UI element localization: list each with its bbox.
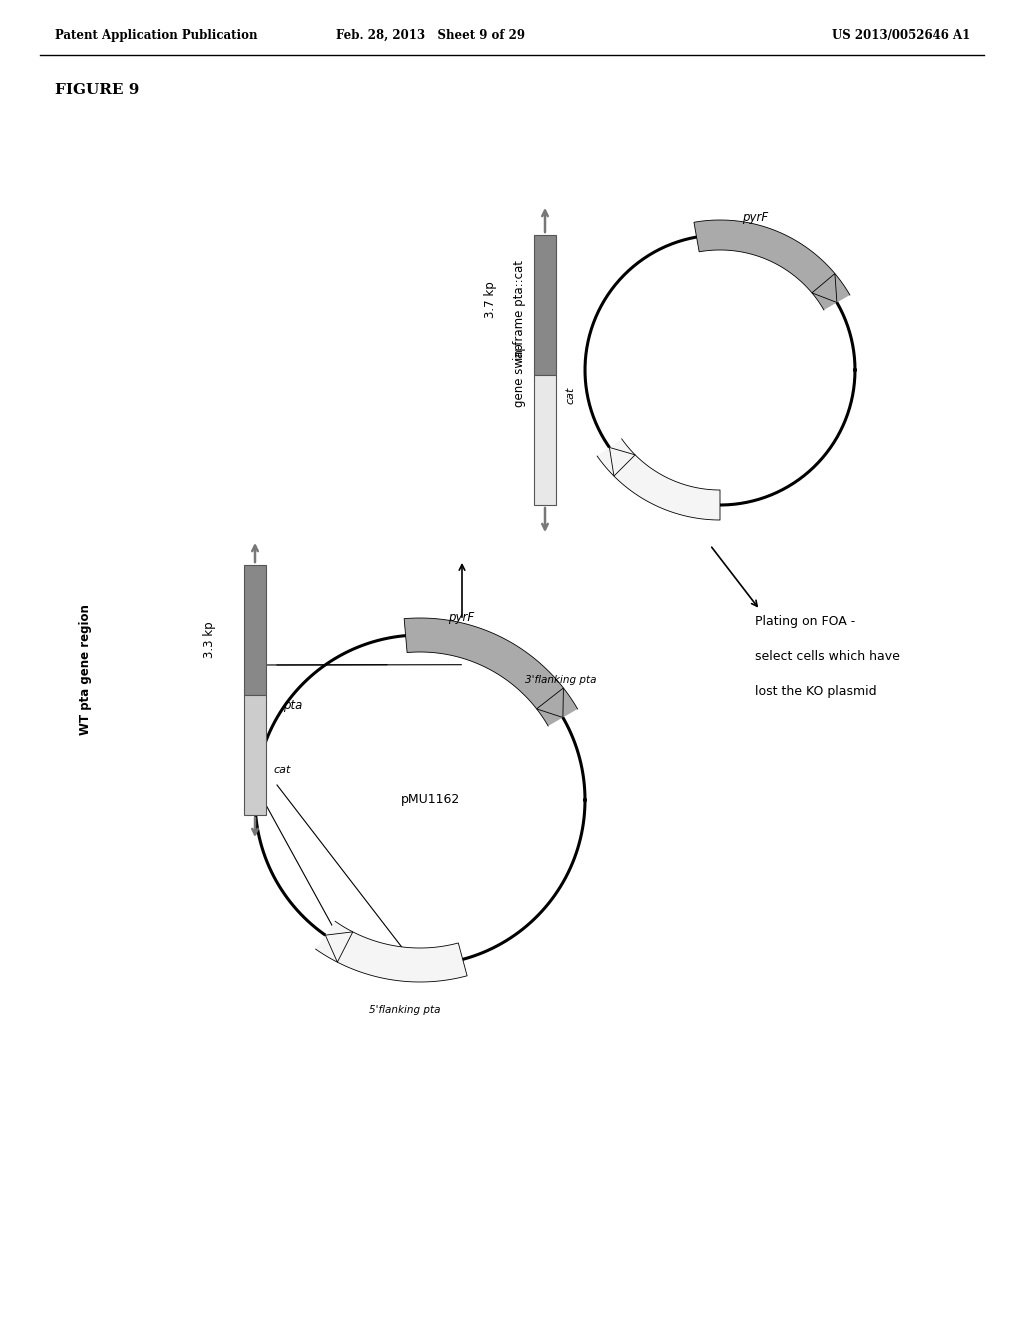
Text: 3.3 kp: 3.3 kp bbox=[204, 622, 216, 659]
Text: Patent Application Publication: Patent Application Publication bbox=[55, 29, 257, 41]
Polygon shape bbox=[609, 447, 635, 477]
Bar bbox=[244, 565, 266, 696]
Text: 3.7 kp: 3.7 kp bbox=[483, 281, 497, 318]
Bar bbox=[534, 235, 556, 375]
Polygon shape bbox=[597, 438, 720, 520]
Text: pyrF: pyrF bbox=[449, 611, 474, 624]
Text: FIGURE 9: FIGURE 9 bbox=[55, 83, 139, 96]
Polygon shape bbox=[812, 273, 837, 302]
Text: 5'flanking pta: 5'flanking pta bbox=[370, 1005, 440, 1015]
Text: 3'flanking pta: 3'flanking pta bbox=[525, 675, 597, 685]
Text: WT pta gene region: WT pta gene region bbox=[79, 605, 91, 735]
Text: pyrF: pyrF bbox=[742, 211, 768, 224]
Bar bbox=[534, 375, 556, 506]
Text: lost the KO plasmid: lost the KO plasmid bbox=[755, 685, 877, 698]
Polygon shape bbox=[694, 220, 850, 310]
Text: pMU1162: pMU1162 bbox=[400, 793, 460, 807]
Bar bbox=[244, 696, 266, 814]
Text: cat: cat bbox=[273, 766, 291, 775]
Polygon shape bbox=[326, 932, 353, 962]
Text: select cells which have: select cells which have bbox=[755, 649, 900, 663]
Polygon shape bbox=[315, 921, 467, 982]
Text: pta: pta bbox=[283, 698, 302, 711]
Polygon shape bbox=[537, 688, 563, 718]
Text: gene swap: gene swap bbox=[513, 343, 526, 407]
Text: Feb. 28, 2013   Sheet 9 of 29: Feb. 28, 2013 Sheet 9 of 29 bbox=[336, 29, 524, 41]
Text: in-frame pta::cat: in-frame pta::cat bbox=[513, 260, 526, 360]
Polygon shape bbox=[404, 618, 578, 726]
Text: Plating on FOA -: Plating on FOA - bbox=[755, 615, 855, 628]
Text: US 2013/0052646 A1: US 2013/0052646 A1 bbox=[831, 29, 970, 41]
Text: cat: cat bbox=[565, 387, 575, 404]
